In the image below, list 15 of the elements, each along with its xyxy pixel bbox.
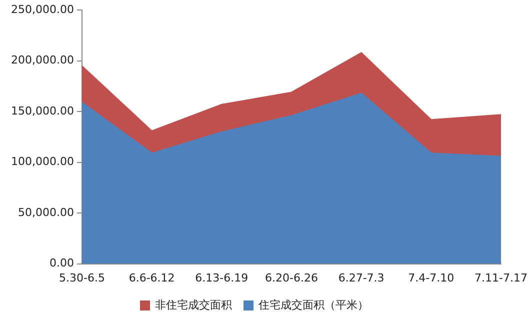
legend-label: 非住宅成交面积 <box>155 298 232 312</box>
x-tick-label: 6.13-6.19 <box>195 271 248 284</box>
y-tick-label: 250,000.00 <box>10 2 74 16</box>
x-tick-label: 7.11-7.17 <box>474 271 528 284</box>
x-tick-label: 6.6-6.12 <box>128 271 175 284</box>
x-tick-label: 6.27-7.3 <box>338 271 384 284</box>
y-tick-label: 0.00 <box>49 256 74 270</box>
legend-label: 住宅成交面积（平米） <box>258 298 368 312</box>
x-tick-label: 5.30-6.5 <box>58 271 105 284</box>
x-tick-label: 7.4-7.10 <box>408 271 454 284</box>
x-tick-label: 6.20-6.26 <box>265 271 318 284</box>
y-tick-label: 100,000.00 <box>10 155 74 168</box>
y-tick-label: 50,000.00 <box>18 206 74 219</box>
y-tick-label: 150,000.00 <box>10 104 74 118</box>
y-tick-label: 200,000.00 <box>10 54 74 67</box>
